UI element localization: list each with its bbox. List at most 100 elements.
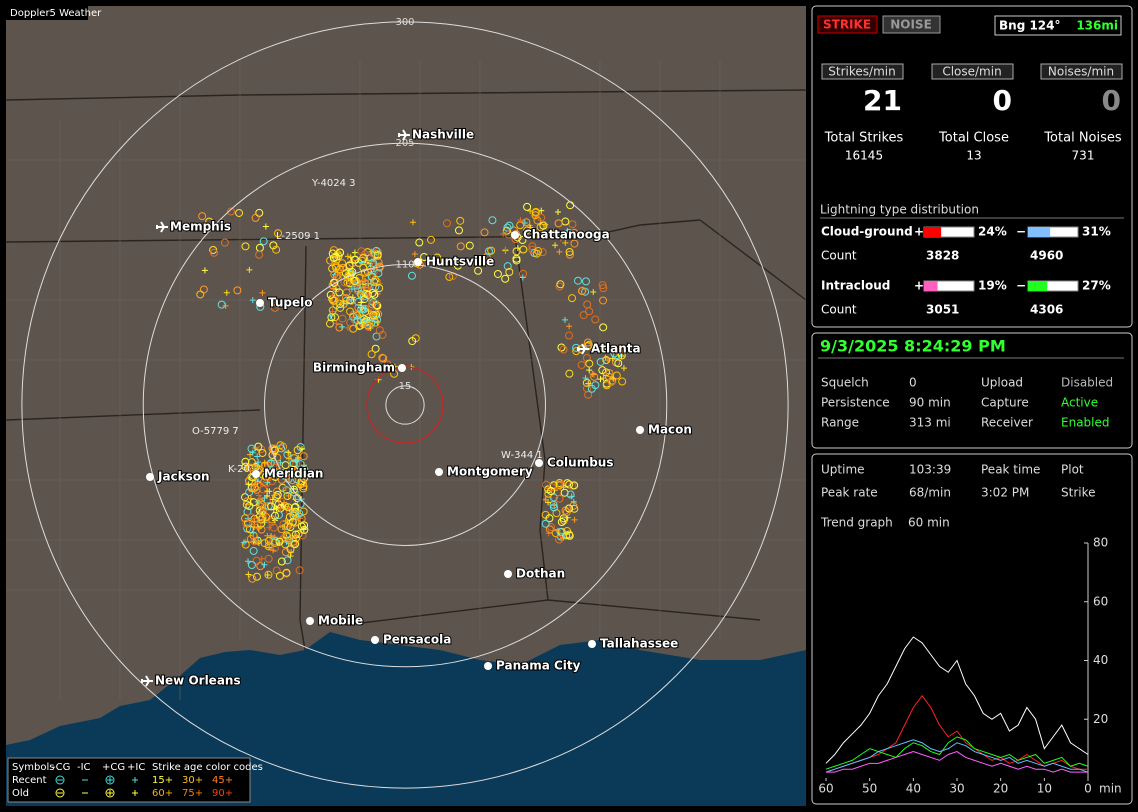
strike: [275, 537, 284, 546]
strike: [257, 525, 266, 534]
ring-label: 300: [395, 17, 414, 28]
strike: [454, 226, 463, 235]
noise-button[interactable]: [882, 15, 941, 34]
settings: Squelch 0 Upload Disabled Persistence 90 min C…: [821, 376, 1113, 430]
strike: [359, 292, 368, 301]
strike: [296, 499, 305, 508]
strike: [364, 322, 373, 331]
strike: [620, 365, 627, 372]
city-label: Pensacola: [383, 633, 451, 647]
strike: [270, 538, 279, 547]
strike: [259, 237, 268, 246]
tower-label: W-344 1: [501, 450, 543, 461]
strike: [367, 312, 374, 319]
range-ring: [142, 142, 668, 668]
strike: [210, 248, 219, 257]
strike: [366, 298, 373, 305]
strike: [570, 228, 579, 237]
legend-symbol-name: +IC: [127, 762, 145, 773]
y-tick-label: 80: [1093, 536, 1108, 550]
legend-age: 90+: [212, 788, 233, 799]
legend-symbol: [107, 790, 113, 796]
strike: [565, 369, 574, 378]
rate-label-box: [821, 63, 904, 80]
city-label: Tallahassee: [600, 637, 678, 651]
strike: [445, 272, 454, 281]
legend-symbol: [107, 777, 113, 783]
total-value: 16145: [845, 149, 883, 163]
strike: [255, 498, 262, 505]
setting: Persistence: [821, 396, 890, 410]
strike: [196, 290, 205, 299]
strike: [556, 280, 565, 289]
strike: [290, 465, 297, 472]
strike: [376, 280, 383, 287]
strike: [282, 486, 291, 495]
strike: [349, 324, 358, 333]
stat: Strike: [1061, 486, 1096, 500]
strike: [291, 530, 300, 539]
strike: [572, 343, 581, 352]
city-label: Columbus: [547, 456, 614, 470]
strike: [335, 288, 344, 297]
strike: [295, 481, 302, 488]
strike: [241, 493, 250, 502]
strike: [538, 248, 547, 257]
rate-value: 0: [1102, 84, 1121, 117]
strike: [283, 556, 292, 565]
strike: [518, 236, 527, 245]
strike: [251, 213, 260, 222]
strike: [340, 300, 347, 307]
strike: [480, 228, 489, 237]
strike: [264, 570, 273, 579]
strike: [252, 572, 261, 581]
strike: [295, 566, 304, 575]
city-label: Huntsville: [426, 255, 494, 269]
bar: [1028, 281, 1048, 291]
legend-age: 75+: [182, 788, 203, 799]
type-label: Intracloud: [821, 279, 890, 293]
x-tick-label: 10: [1037, 782, 1052, 796]
strike: [351, 282, 358, 289]
stat: 3:02 PM: [981, 486, 1029, 500]
strike: [549, 500, 558, 509]
settings-panel: [811, 332, 1133, 449]
strike-button-label[interactable]: STRIKE: [823, 18, 871, 32]
strike: [375, 284, 384, 293]
strike: [487, 246, 496, 255]
city-label: New Orleans: [155, 674, 241, 688]
strike: [291, 518, 300, 527]
strike: [544, 489, 553, 498]
legend-label: Symbols: [12, 762, 54, 773]
percent: 24%: [978, 225, 1007, 239]
strike: [372, 332, 381, 341]
ring-label: 205: [395, 138, 414, 149]
strike: [273, 453, 282, 462]
strike: [270, 511, 279, 520]
bar: [924, 227, 942, 237]
strike: [246, 535, 255, 544]
strike: [545, 499, 552, 506]
strike: [481, 258, 490, 267]
strike: [283, 450, 292, 459]
strike: [560, 488, 569, 497]
strike: [570, 239, 579, 248]
strike: [361, 268, 370, 277]
city-label: Montgomery: [447, 465, 533, 479]
stats-panel: [811, 453, 1133, 805]
rates: Strikes/min 21 Total Strikes 16145 Close/min…: [821, 63, 1123, 163]
strike: [357, 304, 364, 311]
strike: [266, 459, 275, 468]
city-label: Tupelo: [268, 296, 313, 310]
strike: [348, 285, 355, 292]
noise-button-label[interactable]: NOISE: [890, 18, 932, 32]
strike: [336, 248, 345, 257]
strike: [361, 250, 368, 257]
strike: [488, 216, 497, 225]
strike: [358, 280, 367, 289]
strike-button[interactable]: [817, 15, 878, 34]
strike: [270, 547, 277, 554]
strike: [255, 478, 262, 485]
strike: [577, 360, 586, 369]
strike: [559, 479, 566, 486]
